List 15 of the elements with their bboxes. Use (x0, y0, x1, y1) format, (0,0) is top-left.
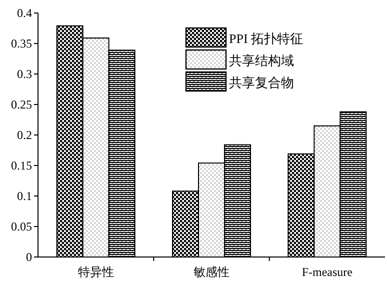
x-tick-label: F-measure (302, 265, 352, 279)
y-tick-label: 0.4 (17, 6, 32, 20)
y-tick-label: 0.25 (11, 98, 32, 112)
y-tick-label: 0.05 (11, 220, 32, 234)
y-tick-label: 0 (26, 250, 32, 264)
legend-label: 共享复合物 (229, 75, 294, 90)
y-tick-label: 0.35 (11, 36, 32, 50)
legend-label: 共享结构域 (229, 53, 294, 68)
y-tick-label: 0.2 (17, 128, 32, 142)
legend-label: PPI 拓扑特征 (229, 31, 304, 46)
y-tick-label: 0.1 (17, 189, 32, 203)
y-tick-label: 0.3 (17, 67, 32, 81)
x-tick-label: 敏感性 (194, 265, 230, 279)
y-tick-label: 0.15 (11, 158, 32, 172)
x-tick-label: 特异性 (78, 265, 114, 279)
